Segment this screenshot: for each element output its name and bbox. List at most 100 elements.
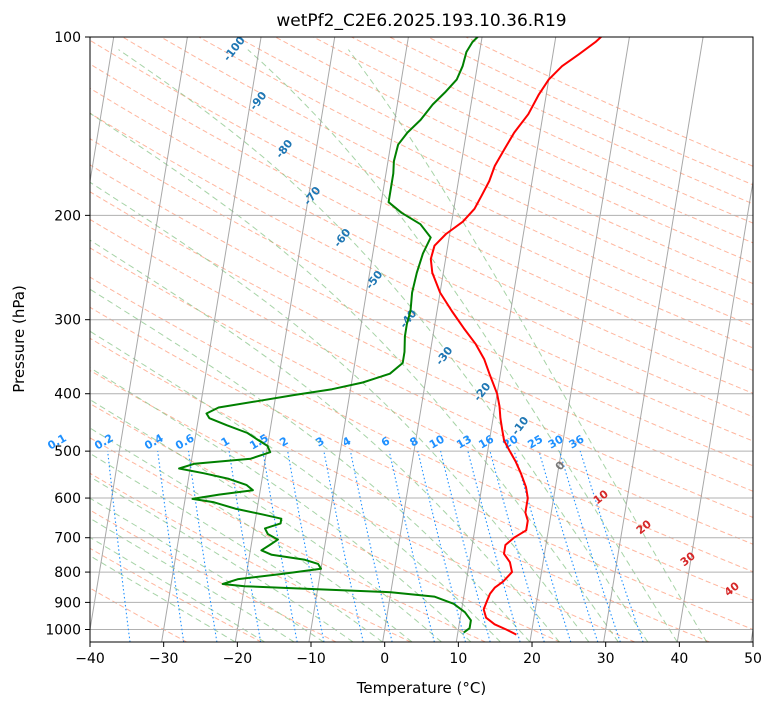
isotherm-label: -100 — [221, 34, 248, 64]
y-axis-title: Pressure (hPa) — [10, 285, 28, 393]
x-tick-label: 40 — [670, 651, 688, 667]
mixing-ratio-label: 1 — [219, 434, 232, 449]
dry-adiabat-line — [275, 37, 753, 264]
skewed-isotherm-line — [676, 178, 753, 642]
dry-adiabat-line — [90, 403, 561, 642]
isotherm-label: -30 — [433, 344, 456, 368]
dry-adiabat-line — [90, 509, 337, 642]
mixing-ratio-line — [579, 450, 644, 642]
moist-adiabat-line — [347, 49, 708, 642]
mixing-ratio-line — [107, 451, 131, 642]
mixing-ratio-line — [440, 450, 491, 642]
dry-adiabat-line — [90, 63, 753, 394]
dry-adiabat-line — [90, 276, 753, 601]
dry-adiabat-line — [90, 247, 753, 573]
moist-adiabat-line — [90, 427, 413, 642]
zero-isotherm-label: 0 — [553, 459, 568, 473]
skewed-isotherm-line — [90, 37, 188, 633]
mixing-ratio-label: 13 — [454, 433, 474, 452]
dry-adiabat-line — [351, 37, 753, 224]
moist-adiabat-line — [90, 367, 472, 642]
dry-adiabat-line — [313, 37, 753, 244]
mixing-ratio-line — [187, 451, 218, 642]
mixing-ratio-line — [349, 450, 393, 642]
mixing-ratio-line — [323, 451, 364, 642]
mixing-ratio-label: 2 — [277, 434, 290, 449]
plot-frame — [89, 36, 754, 643]
moist-adiabat-line — [90, 181, 590, 642]
mixing-ratio-line — [513, 450, 572, 642]
mixing-ratio-label: 25 — [525, 433, 545, 452]
mixing-ratio-label: 36 — [567, 432, 587, 451]
x-tick-label: 20 — [523, 651, 541, 667]
mixing-ratio-label: 4 — [340, 434, 353, 449]
dewpoint-profile-line — [178, 37, 480, 634]
y-tick-label: 1000 — [45, 623, 81, 639]
moist-adiabat-line — [90, 452, 383, 642]
x-tick-label: 10 — [449, 651, 467, 667]
isotherm-label: -80 — [273, 137, 296, 161]
red-reference-label: 10 — [591, 487, 611, 507]
skewed-isotherm-line — [455, 37, 557, 642]
skewed-isotherm-line — [90, 37, 115, 185]
dry-adiabat-line — [90, 587, 188, 642]
mixing-ratio-line — [287, 451, 325, 642]
moist-adiabat-line — [247, 49, 678, 642]
dry-adiabat-line — [90, 164, 753, 492]
mixing-ratio-line — [388, 450, 435, 642]
moist-adiabat-line — [90, 330, 501, 642]
mixing-ratio-label: 8 — [408, 434, 421, 449]
mixing-ratio-line — [417, 450, 467, 642]
mixing-ratio-label: 10 — [427, 432, 447, 451]
dry-adiabat-line — [122, 37, 753, 349]
y-tick-label: 200 — [54, 208, 81, 224]
moist-adiabat-line — [90, 239, 560, 642]
y-tick-label: 600 — [54, 491, 81, 507]
axes: −40 −30 −20 −10 0 10 20 30 40 5010020030040050060… — [45, 30, 762, 667]
mixing-ratio-label: 0.2 — [92, 431, 115, 452]
mixing-ratio-label: 16 — [476, 432, 496, 451]
mixing-ratio-label: 6 — [379, 434, 392, 449]
dry-adiabat-line — [90, 218, 753, 545]
isotherm-label: -70 — [301, 184, 324, 208]
isotherm-label: -50 — [363, 268, 386, 292]
x-tick-label: 50 — [744, 651, 762, 667]
dry-adiabat-line — [90, 547, 262, 642]
y-tick-label: 700 — [54, 531, 81, 547]
isotherm-label: -90 — [247, 89, 270, 113]
skewed-isotherm-line — [382, 37, 483, 642]
skewed-isotherm-line — [529, 37, 630, 642]
dry-adiabat-line — [90, 39, 753, 371]
chart-title: wetPf2_C2E6.2025.193.10.36.R19 — [276, 11, 566, 31]
skewed-isotherm-line — [234, 37, 336, 642]
x-tick-label: −20 — [223, 651, 253, 667]
y-tick-label: 400 — [54, 387, 81, 403]
skewed-isotherm-line — [308, 37, 409, 642]
mixing-ratio-line — [489, 450, 545, 642]
mixing-ratio-line — [558, 450, 621, 642]
skewed-isotherm-line — [161, 37, 262, 642]
dry-adiabat-line — [90, 369, 636, 642]
isotherm-label: -20 — [471, 380, 494, 404]
dry-adiabat-line — [90, 437, 486, 642]
background-grid — [90, 37, 753, 642]
red-reference-label: 20 — [634, 517, 654, 537]
moist-adiabat-line — [90, 476, 354, 642]
temperature-profile-line — [429, 37, 603, 636]
dry-adiabat-line — [90, 306, 753, 631]
dry-adiabat-line — [90, 138, 753, 467]
moist-adiabat-line — [90, 555, 236, 642]
moist-adiabat-line — [90, 497, 324, 642]
mixing-ratio-line — [157, 451, 185, 642]
y-tick-label: 800 — [54, 565, 81, 581]
y-tick-label: 500 — [54, 444, 81, 460]
annotation-labels: 0.1 0.2 0.4 0.6 1 1.5 2 3 4 6 8 10 13 16 20 25 30 36-100-… — [45, 34, 742, 599]
moist-adiabat-line — [118, 49, 649, 642]
moist-adiabat-line — [90, 112, 619, 642]
mixing-ratio-line — [467, 450, 521, 642]
dry-adiabat-line — [389, 37, 753, 205]
x-tick-label: −40 — [75, 651, 105, 667]
dry-adiabat-line — [90, 472, 412, 642]
y-tick-label: 900 — [54, 595, 81, 611]
